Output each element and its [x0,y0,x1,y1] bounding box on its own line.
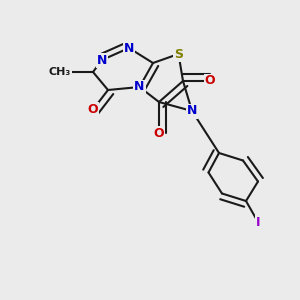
Text: N: N [134,80,145,94]
Text: I: I [256,215,260,229]
Text: O: O [205,74,215,88]
Text: N: N [124,41,134,55]
Text: N: N [97,53,107,67]
Text: S: S [174,47,183,61]
Text: O: O [154,127,164,140]
Text: N: N [187,104,197,118]
Text: CH₃: CH₃ [49,67,71,77]
Text: O: O [88,103,98,116]
